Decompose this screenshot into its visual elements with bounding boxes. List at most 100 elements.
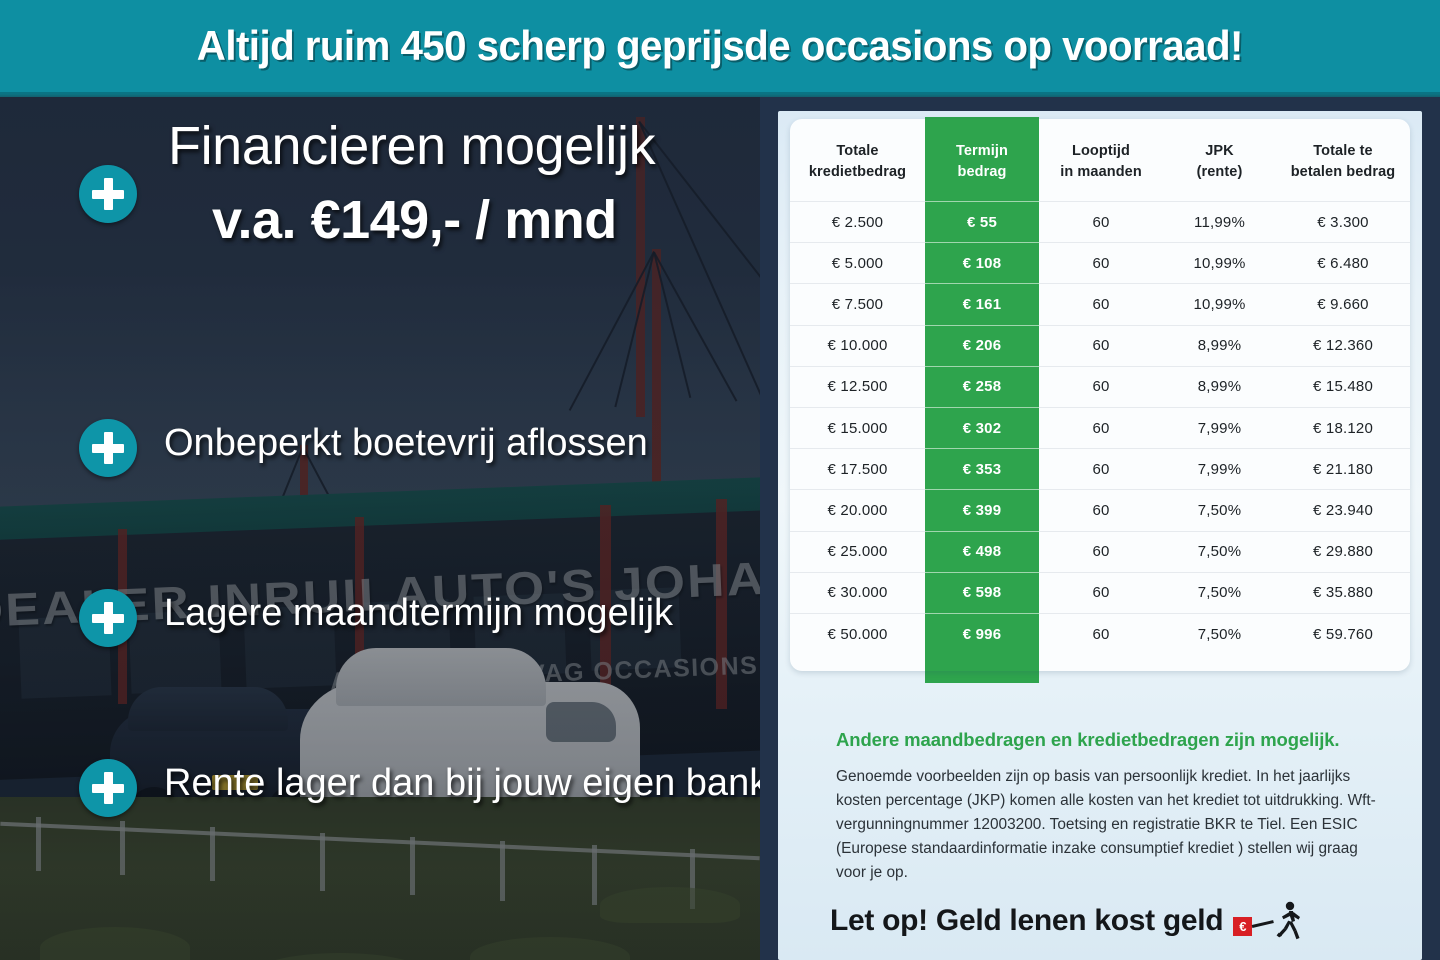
cell-kredietbedrag: € 10.000: [790, 324, 925, 367]
header-line1: JPK: [1205, 143, 1234, 159]
table-row: € 50.000 € 996 60 7,50% € 59.760: [790, 612, 1410, 655]
cell-totaal: € 3.300: [1276, 201, 1410, 243]
cell-termijnbedrag: € 353: [925, 448, 1039, 490]
cell-termijnbedrag: € 598: [925, 571, 1039, 614]
cell-totaal: € 18.120: [1276, 406, 1410, 449]
cell-jpk: 7,99%: [1163, 448, 1276, 490]
cell-termijnbedrag: € 258: [925, 365, 1039, 408]
cell-totaal: € 23.940: [1276, 489, 1410, 532]
cell-kredietbedrag: € 30.000: [790, 571, 925, 614]
header-line2: in maanden: [1060, 164, 1142, 181]
cell-jpk: 10,99%: [1163, 283, 1276, 326]
cell-looptijd: 60: [1039, 448, 1163, 490]
plus-icon: [79, 165, 137, 223]
table-header: Totale kredietbedrag Termijn bedrag Loop…: [790, 119, 1410, 202]
header-line2: betalen bedrag: [1290, 164, 1396, 181]
header-line1: Totale te: [1313, 143, 1373, 159]
plus-icon: [79, 589, 137, 647]
cell-totaal: € 29.880: [1276, 530, 1410, 573]
header-line2: kredietbedrag: [808, 164, 907, 181]
cell-looptijd: 60: [1039, 201, 1163, 243]
top-banner: Altijd ruim 450 scherp geprijsde occasio…: [0, 0, 1440, 92]
promo-bullet-2: Lagere maandtermijn mogelijk: [164, 592, 674, 634]
table-body: € 2.500 € 55 60 11,99% € 3.300 € 5.000 €…: [790, 201, 1410, 655]
cell-kredietbedrag: € 20.000: [790, 489, 925, 532]
euro-box-icon: €: [1233, 917, 1253, 936]
plus-bar-vertical: [103, 772, 113, 804]
cell-looptijd: 60: [1039, 324, 1163, 367]
table-row: € 15.000 € 302 60 7,99% € 18.120: [790, 406, 1410, 449]
promo-bullet-3: Rente lager dan bij jouw eigen bank: [164, 762, 769, 804]
banner-divider: [0, 92, 1440, 97]
cell-jpk: 7,50%: [1163, 612, 1276, 655]
table-row: € 25.000 € 498 60 7,50% € 29.880: [790, 530, 1410, 573]
cell-totaal: € 9.660: [1276, 283, 1410, 326]
column-header-totale-te-betalen: Totale te betalen bedrag: [1276, 119, 1410, 202]
cell-looptijd: 60: [1039, 406, 1163, 449]
cell-totaal: € 35.880: [1276, 571, 1410, 614]
plus-bar-vertical: [103, 602, 113, 634]
banner-headline: Altijd ruim 450 scherp geprijsde occasio…: [196, 22, 1244, 69]
header-line1: Totale: [836, 143, 879, 159]
cell-totaal: € 12.360: [1276, 324, 1410, 367]
cell-termijnbedrag: € 108: [925, 242, 1039, 284]
cell-kredietbedrag: € 25.000: [790, 530, 925, 573]
notes-body: Genoemde voorbeelden zijn op basis van p…: [836, 768, 1376, 881]
plus-icon: [79, 759, 137, 817]
cell-looptijd: 60: [1039, 489, 1163, 532]
table-row: € 7.500 € 161 60 10,99% € 9.660: [790, 283, 1410, 326]
column-header-jpk: JPK (rente): [1163, 119, 1276, 202]
table-row: € 5.000 € 108 60 10,99% € 6.480: [790, 242, 1410, 284]
header-line2: bedrag: [957, 164, 1007, 181]
cell-totaal: € 15.480: [1276, 365, 1410, 408]
cell-jpk: 7,50%: [1163, 530, 1276, 573]
cell-kredietbedrag: € 7.500: [790, 283, 925, 326]
cell-kredietbedrag: € 5.000: [790, 242, 925, 284]
promo-headline-line2: v.a. €149,- / mnd: [212, 190, 617, 250]
column-header-totale-kredietbedrag: Totale kredietbedrag: [790, 119, 925, 202]
table-header-row: Totale kredietbedrag Termijn bedrag Loop…: [790, 119, 1410, 202]
table-row: € 17.500 € 353 60 7,99% € 21.180: [790, 448, 1410, 490]
column-header-termijn-bedrag: Termijn bedrag: [925, 119, 1039, 202]
cell-looptijd: 60: [1039, 530, 1163, 573]
cell-kredietbedrag: € 2.500: [790, 201, 925, 243]
cell-totaal: € 21.180: [1276, 448, 1410, 490]
notes-heading: Andere maandbedragen en kredietbedragen …: [836, 729, 1340, 750]
cell-looptijd: 60: [1039, 283, 1163, 326]
header-line1: Termijn: [956, 143, 1008, 159]
table-row: € 10.000 € 206 60 8,99% € 12.360: [790, 324, 1410, 367]
cell-looptijd: 60: [1039, 242, 1163, 284]
cell-kredietbedrag: € 17.500: [790, 448, 925, 490]
cell-termijnbedrag: € 302: [925, 406, 1039, 449]
cell-jpk: 7,50%: [1163, 489, 1276, 532]
cell-kredietbedrag: € 12.500: [790, 365, 925, 408]
promo-content: Financieren mogelijk v.a. €149,- / mnd O…: [0, 97, 768, 960]
plus-icon: [79, 419, 137, 477]
cell-looptijd: 60: [1039, 612, 1163, 655]
header-line1: Looptijd: [1072, 143, 1130, 159]
table-row: € 2.500 € 55 60 11,99% € 3.300: [790, 201, 1410, 243]
cell-termijnbedrag: € 55: [925, 201, 1039, 243]
plus-bar-vertical: [103, 178, 113, 210]
promo-headline-line1: Financieren mogelijk: [168, 116, 656, 176]
cell-termijnbedrag: € 161: [925, 283, 1039, 326]
table-row: € 30.000 € 598 60 7,50% € 35.880: [790, 571, 1410, 614]
dealership-background-photo: DEALER INRUILAUTO'S JOHAN MEURE ALTIJD 4…: [0, 97, 760, 960]
column-header-looptijd: Looptijd in maanden: [1039, 119, 1163, 202]
cell-termijnbedrag: € 498: [925, 530, 1039, 573]
table-row: € 12.500 € 258 60 8,99% € 15.480: [790, 365, 1410, 408]
legal-warning: Let op! Geld lenen kost geld €: [830, 901, 1410, 941]
financing-rates-table: Totale kredietbedrag Termijn bedrag Loop…: [790, 119, 1410, 655]
rates-table-card: Totale kredietbedrag Termijn bedrag Loop…: [790, 119, 1410, 671]
cell-kredietbedrag: € 50.000: [790, 612, 925, 655]
cell-termijnbedrag: € 399: [925, 489, 1039, 532]
cell-looptijd: 60: [1039, 571, 1163, 614]
financing-panel: Totale kredietbedrag Termijn bedrag Loop…: [760, 97, 1440, 960]
cell-termijnbedrag: € 206: [925, 324, 1039, 367]
cell-jpk: 11,99%: [1163, 201, 1276, 243]
cell-termijnbedrag: € 996: [925, 612, 1039, 655]
header-line2: (rente): [1196, 164, 1243, 181]
financing-panel-inner: Totale kredietbedrag Termijn bedrag Loop…: [778, 111, 1422, 960]
cell-totaal: € 59.760: [1276, 612, 1410, 655]
